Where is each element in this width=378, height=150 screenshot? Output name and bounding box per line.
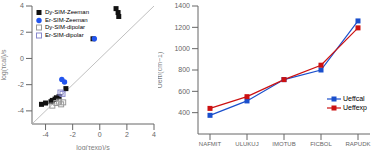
svg-text:Ueff/(cm−1): Ueff/(cm−1) (158, 52, 164, 89)
svg-text:800: 800 (178, 66, 190, 73)
svg-text:RAPUDK: RAPUDK (345, 141, 370, 147)
svg-text:2: 2 (20, 29, 24, 36)
html-text:Er-SIM-Zeeman: Er-SIM-Zeeman (45, 16, 88, 23)
svg-text:log(τcal)/s: log(τcal)/s (8, 49, 9, 81)
html-text:Ueffexp: Ueffexp (343, 104, 367, 111)
svg-text:ULUKUJ: ULUKUJ (235, 141, 258, 147)
svg-text:FICBOL: FICBOL (310, 141, 332, 147)
svg-text:IMOTUB: IMOTUB (272, 141, 295, 147)
html-text:Dy-SIM-dipolar: Dy-SIM-dipolar (45, 24, 85, 30)
svg-text:-2: -2 (70, 131, 76, 138)
svg-text:1200: 1200 (174, 24, 190, 31)
svg-text:log(τexp)/s: log(τexp)/s (76, 144, 110, 150)
svg-text:1400: 1400 (174, 2, 190, 9)
svg-text:2: 2 (125, 131, 129, 138)
svg-text:400: 400 (178, 109, 190, 116)
svg-text:600: 600 (178, 88, 190, 95)
svg-text:-2: -2 (18, 81, 24, 88)
svg-text:1000: 1000 (174, 45, 190, 52)
svg-text:-4: -4 (42, 131, 48, 138)
svg-text:0: 0 (98, 131, 102, 138)
html-text:Dy-SIM-Zeeman: Dy-SIM-Zeeman (45, 9, 89, 15)
svg-text:NAFMIT: NAFMIT (199, 141, 222, 147)
svg-text:0: 0 (20, 55, 24, 62)
html-text:Er-SIM-dipolar: Er-SIM-dipolar (45, 31, 84, 38)
svg-text:4: 4 (152, 131, 156, 138)
html-text:Ueffcal: Ueffcal (343, 95, 365, 102)
svg-text:-4: -4 (18, 107, 24, 114)
svg-text:4: 4 (20, 2, 24, 9)
